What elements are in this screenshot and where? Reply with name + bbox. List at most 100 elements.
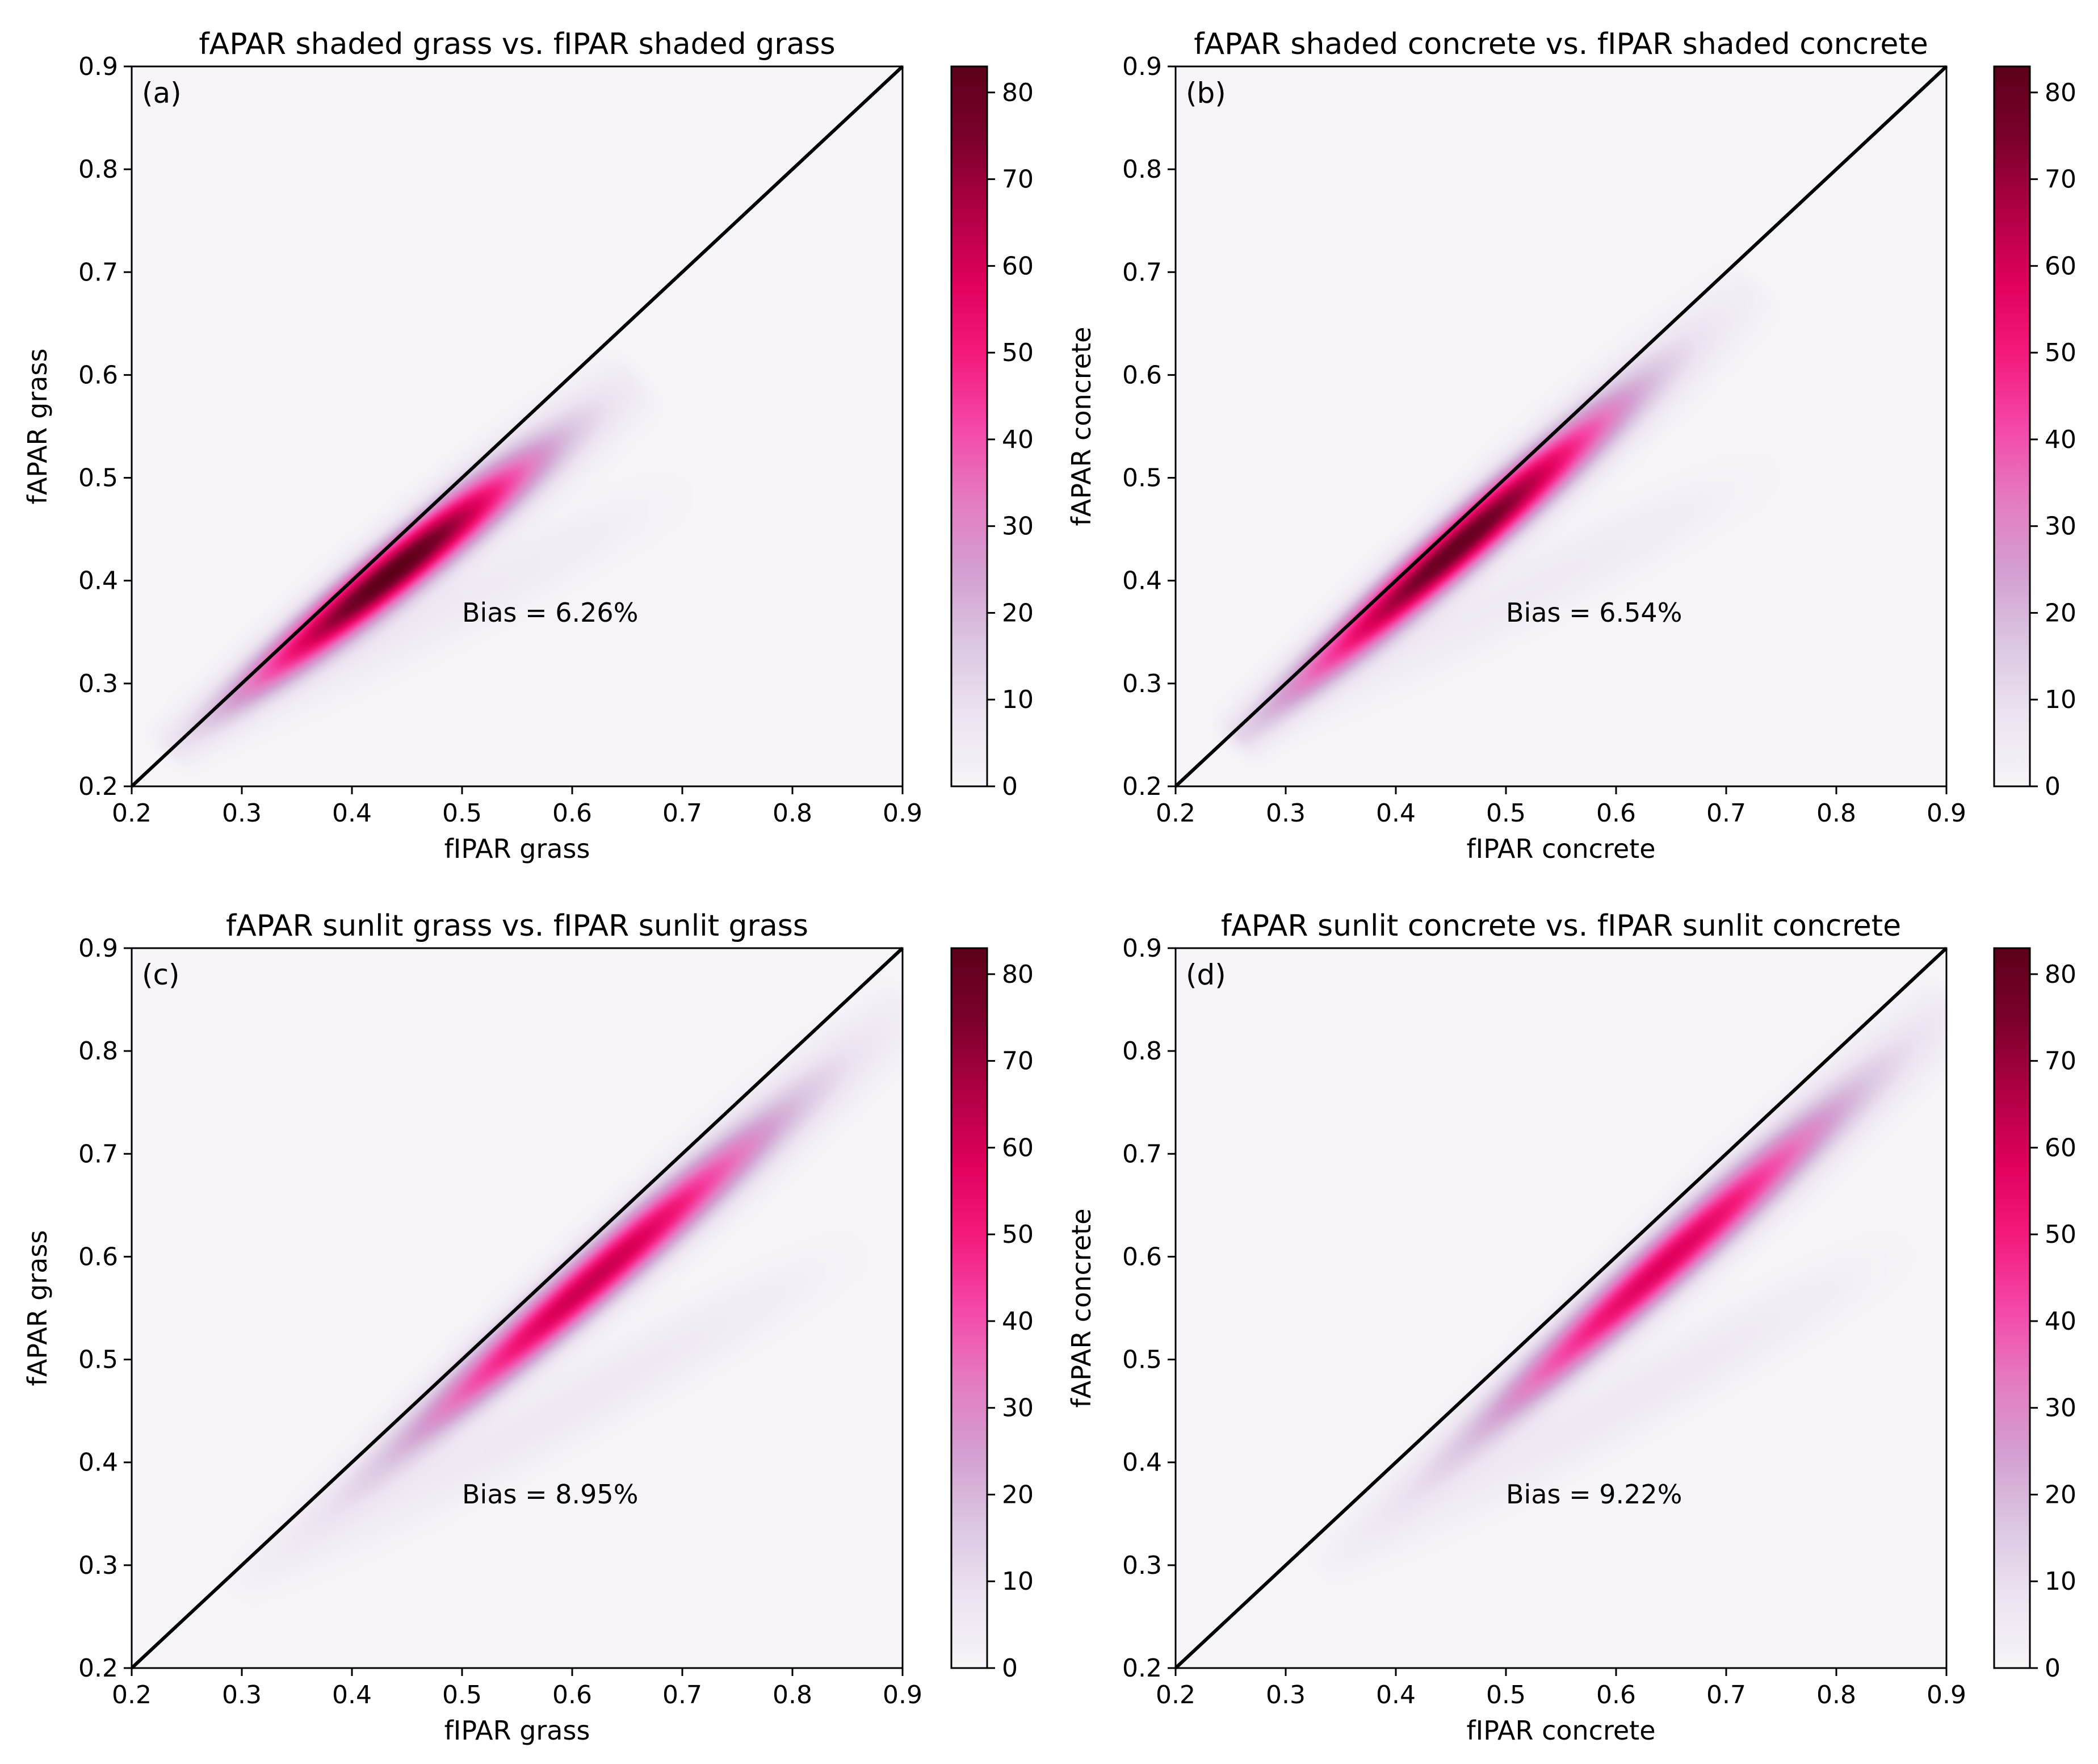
colorbar-tick-label: 70 xyxy=(2045,165,2076,194)
colorbar-tick-label: 80 xyxy=(2045,78,2076,107)
y-tick-label: 0.4 xyxy=(1122,567,1162,596)
chart-title: fAPAR shaded grass vs. fIPAR shaded gras… xyxy=(199,27,835,61)
x-tick-label: 0.5 xyxy=(1486,1681,1526,1709)
x-axis-label: fIPAR grass xyxy=(444,833,590,864)
x-tick-label: 0.3 xyxy=(1266,1681,1306,1709)
colorbar-tick-label: 60 xyxy=(1002,252,1034,280)
colorbar xyxy=(950,947,988,1669)
axes-frame xyxy=(131,947,904,1669)
one-to-one-line xyxy=(1174,65,1948,788)
panel-2: 0.20.2 0.3 0.3 0.4 0.4 0.5 0.5 0.6 0.6 0.7 0.7 0.8 0… xyxy=(22,909,1034,1746)
y-tick-label: 0.8 xyxy=(1122,155,1162,184)
y-tick-label: 0.7 xyxy=(78,1139,118,1168)
x-tick-label: 0.7 xyxy=(662,799,702,828)
colorbar-tick-label: 80 xyxy=(1002,960,1034,989)
y-tick-label: 0.5 xyxy=(78,1346,118,1375)
x-tick-label: 0.5 xyxy=(442,799,482,828)
x-tick-label: 0.5 xyxy=(442,1681,482,1709)
y-tick-label: 0.2 xyxy=(78,772,118,801)
colorbar-tick-label: 80 xyxy=(2045,960,2076,989)
y-tick-label: 0.6 xyxy=(78,361,118,389)
y-axis-label: fAPAR concrete xyxy=(1066,327,1097,526)
panel-0: 0.20.2 0.3 0.3 0.4 0.4 0.5 0.5 0.6 0.6 0.7 0.7 0.8 0… xyxy=(22,27,1034,864)
chart-title: fAPAR sunlit grass vs. fIPAR sunlit gras… xyxy=(226,909,808,943)
colorbar-tick-label: 40 xyxy=(2045,425,2076,454)
x-tick-label: 0.2 xyxy=(112,799,152,828)
x-tick-label: 0.6 xyxy=(1596,799,1636,828)
x-tick-label: 0.4 xyxy=(1376,799,1416,828)
bias-annotation: Bias = 6.26% xyxy=(462,597,638,628)
y-axis-label: fAPAR grass xyxy=(22,349,53,505)
colorbar-tick-label: 40 xyxy=(1002,425,1034,454)
colorbar-tick-label: 40 xyxy=(2045,1307,2076,1336)
panel-1: 0.20.2 0.3 0.3 0.4 0.4 0.5 0.5 0.6 0.6 0.7 0.7 0.8 0… xyxy=(1066,27,2076,864)
colorbar-tick-label: 60 xyxy=(1002,1133,1034,1162)
x-tick-label: 0.7 xyxy=(1706,1681,1746,1709)
colorbar xyxy=(1993,947,2031,1669)
x-tick-label: 0.6 xyxy=(1596,1681,1636,1709)
colorbar-tick-label: 0 xyxy=(1002,772,1018,801)
chart-title: fAPAR shaded concrete vs. fIPAR shaded c… xyxy=(1194,27,1928,61)
panel-letter: (b) xyxy=(1186,77,1226,110)
colorbar-tick-label: 20 xyxy=(2045,598,2076,627)
colorbar-tick-label: 10 xyxy=(2045,685,2076,714)
y-axis-label: fAPAR concrete xyxy=(1066,1209,1097,1408)
panel-3: 0.20.2 0.3 0.3 0.4 0.4 0.5 0.5 0.6 0.6 0.7 0.7 0.8 0… xyxy=(1066,909,2076,1746)
x-tick-label: 0.2 xyxy=(112,1681,152,1709)
colorbar xyxy=(1993,65,2031,787)
y-tick-label: 0.3 xyxy=(1122,669,1162,698)
x-tick-label: 0.2 xyxy=(1156,799,1195,828)
y-tick-label: 0.6 xyxy=(1122,361,1162,389)
bias-annotation: Bias = 6.54% xyxy=(1506,597,1682,628)
y-tick-label: 0.9 xyxy=(78,52,118,81)
x-tick-label: 0.6 xyxy=(552,1681,592,1709)
y-tick-label: 0.7 xyxy=(1122,1139,1162,1168)
colorbar-tick-label: 50 xyxy=(2045,338,2076,367)
y-tick-label: 0.3 xyxy=(78,669,118,698)
x-tick-label: 0.4 xyxy=(332,1681,372,1709)
x-tick-label: 0.2 xyxy=(1156,1681,1195,1709)
y-tick-label: 0.2 xyxy=(1122,772,1162,801)
x-tick-label: 0.6 xyxy=(552,799,592,828)
panel-letter: (c) xyxy=(142,958,180,991)
x-axis-label: fIPAR concrete xyxy=(1466,833,1655,864)
y-tick-label: 0.4 xyxy=(78,567,118,596)
y-tick-label: 0.8 xyxy=(1122,1037,1162,1066)
x-tick-label: 0.9 xyxy=(883,799,922,828)
colorbar xyxy=(950,65,988,787)
one-to-one-line xyxy=(1174,946,1948,1670)
panel-letter: (a) xyxy=(142,77,182,110)
colorbar-tick-label: 10 xyxy=(1002,1567,1034,1596)
axes-frame xyxy=(1174,65,1948,787)
x-tick-label: 0.5 xyxy=(1486,799,1526,828)
y-tick-label: 0.8 xyxy=(78,1037,118,1066)
colorbar-tick-label: 20 xyxy=(1002,1480,1034,1509)
y-tick-label: 0.2 xyxy=(1122,1654,1162,1683)
panel-letter: (d) xyxy=(1186,958,1226,991)
x-tick-label: 0.8 xyxy=(773,1681,812,1709)
colorbar-tick-label: 40 xyxy=(1002,1307,1034,1336)
colorbar-tick-label: 0 xyxy=(1002,1654,1018,1683)
x-tick-label: 0.7 xyxy=(1706,799,1746,828)
y-tick-label: 0.6 xyxy=(1122,1242,1162,1271)
y-tick-label: 0.7 xyxy=(78,258,118,287)
colorbar-tick-label: 50 xyxy=(1002,338,1034,367)
y-tick-label: 0.2 xyxy=(78,1654,118,1683)
x-tick-label: 0.8 xyxy=(1816,1681,1856,1709)
x-tick-label: 0.4 xyxy=(332,799,372,828)
y-tick-label: 0.9 xyxy=(1122,52,1162,81)
y-axis-label: fAPAR grass xyxy=(22,1230,53,1386)
y-tick-label: 0.4 xyxy=(78,1448,118,1477)
colorbar-tick-label: 30 xyxy=(1002,512,1034,541)
colorbar-tick-label: 70 xyxy=(1002,165,1034,194)
colorbar-tick-label: 20 xyxy=(2045,1480,2076,1509)
bias-annotation: Bias = 8.95% xyxy=(462,1479,638,1510)
colorbar-tick-label: 30 xyxy=(1002,1394,1034,1423)
colorbar-tick-label: 50 xyxy=(1002,1220,1034,1249)
x-tick-label: 0.3 xyxy=(222,799,262,828)
colorbar-tick-label: 10 xyxy=(1002,685,1034,714)
x-tick-label: 0.9 xyxy=(1927,799,1966,828)
one-to-one-line xyxy=(130,65,904,788)
x-tick-label: 0.4 xyxy=(1376,1681,1416,1709)
